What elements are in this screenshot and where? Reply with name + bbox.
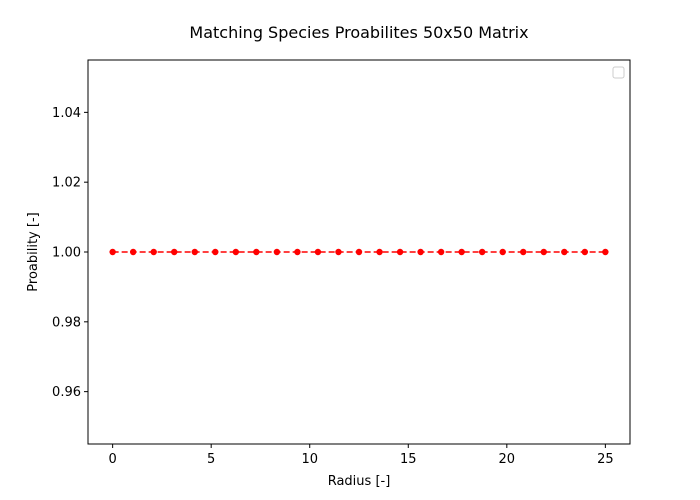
data-point [376, 248, 383, 256]
ticks-layer: 0 5 10 15 20 25 0.96 0.98 1.00 1.02 1.04 [52, 106, 614, 467]
y-axis-label: Proability [-] [26, 212, 41, 291]
x-tick-label: 25 [597, 452, 614, 467]
data-point [253, 248, 260, 256]
series-layer [109, 248, 609, 256]
data-point [129, 248, 137, 256]
data-point [561, 248, 568, 256]
data-point [335, 248, 342, 256]
y-tick-label: 0.98 [52, 315, 81, 330]
data-point [396, 248, 404, 256]
data-point [581, 248, 589, 256]
y-tick-label: 1.02 [52, 176, 81, 191]
data-point [417, 248, 424, 256]
legend-box [612, 66, 625, 79]
x-tick-label: 5 [207, 452, 215, 467]
y-tick-label: 1.00 [52, 246, 81, 261]
x-tick-label: 20 [499, 452, 516, 467]
data-point [540, 248, 547, 256]
x-axis-label: Radius [-] [328, 474, 391, 489]
data-point [602, 248, 609, 256]
x-tick-label: 10 [301, 452, 318, 467]
data-point [294, 248, 301, 256]
data-point [232, 248, 240, 256]
data-point [355, 248, 363, 256]
data-point [437, 248, 445, 256]
data-point [273, 248, 281, 256]
data-point [171, 248, 178, 256]
chart-title: Matching Species Proabilites 50x50 Matri… [189, 23, 528, 42]
data-point [458, 248, 465, 256]
x-tick-label: 15 [400, 452, 417, 467]
x-tick-label: 0 [108, 452, 116, 467]
data-point [520, 248, 527, 256]
data-point [109, 248, 116, 256]
data-point [150, 248, 157, 256]
data-point [212, 248, 219, 256]
data-point [478, 248, 486, 256]
data-point [191, 248, 198, 256]
data-point [314, 248, 322, 256]
y-tick-label: 1.04 [52, 106, 81, 121]
data-point [499, 248, 506, 256]
y-tick-label: 0.96 [52, 385, 81, 400]
